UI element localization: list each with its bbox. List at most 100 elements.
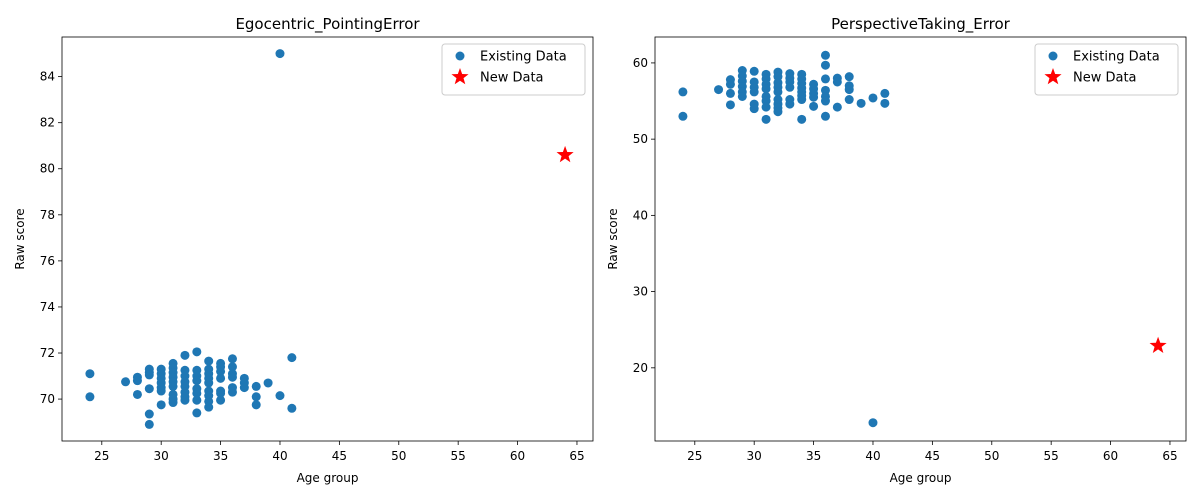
data-point	[275, 391, 285, 401]
data-point	[809, 92, 819, 102]
data-point	[678, 111, 688, 121]
y-tick-label: 78	[40, 208, 55, 222]
data-point	[156, 400, 166, 410]
data-point	[287, 403, 297, 413]
data-point	[144, 409, 154, 419]
data-point	[678, 87, 688, 97]
legend-label: Existing Data	[480, 50, 567, 65]
legend: Existing Data New Data	[441, 43, 586, 96]
data-point	[737, 91, 747, 101]
legend-marker-existing-data	[455, 51, 465, 61]
data-point	[832, 102, 842, 112]
data-point	[156, 386, 166, 396]
data-point	[761, 102, 771, 112]
y-tick-label: 50	[633, 132, 648, 146]
legend-marker-new-data	[1044, 68, 1062, 85]
data-point	[844, 72, 854, 82]
data-point	[725, 100, 735, 110]
data-point	[239, 383, 249, 393]
y-tick-label: 84	[40, 70, 55, 84]
data-point	[216, 395, 226, 405]
x-tick-label: 45	[332, 449, 347, 463]
legend-marker-existing-data	[1048, 51, 1058, 61]
y-tick-label: 20	[633, 361, 648, 375]
y-tick-label: 30	[633, 285, 648, 299]
data-point	[797, 95, 807, 105]
y-tick-label: 60	[633, 56, 648, 70]
data-point	[168, 398, 178, 408]
x-tick-label: 35	[213, 449, 228, 463]
legend-marker-new-data	[451, 68, 469, 85]
data-point	[204, 378, 214, 388]
data-point	[785, 82, 795, 92]
data-point	[180, 350, 190, 360]
x-tick-label: 35	[806, 449, 821, 463]
data-point	[144, 370, 154, 380]
data-point	[749, 104, 759, 114]
data-point	[192, 395, 202, 405]
data-point	[820, 74, 830, 84]
data-point	[180, 395, 190, 405]
data-point	[287, 353, 297, 363]
data-point	[204, 402, 214, 412]
data-point	[749, 66, 759, 76]
data-point	[227, 372, 237, 382]
data-point	[725, 79, 735, 89]
chart-perspective-taking-error: PerspectiveTaking_Error Age group Raw scor…	[606, 15, 1187, 485]
data-point	[773, 107, 783, 117]
y-tick-label: 70	[40, 392, 55, 406]
axes-frame	[654, 36, 1187, 442]
x-tick-label: 30	[747, 449, 762, 463]
x-axis-label: Age group	[297, 471, 359, 485]
x-tick-label: 50	[984, 449, 999, 463]
data-point	[192, 408, 202, 418]
legend-box	[1034, 43, 1179, 96]
data-point	[251, 400, 261, 410]
data-point	[132, 389, 142, 399]
y-tick-label: 82	[40, 116, 55, 130]
data-point	[192, 388, 202, 398]
new-data-point	[556, 145, 574, 163]
data-point	[192, 376, 202, 386]
data-point	[820, 96, 830, 106]
data-point	[761, 84, 771, 94]
chart-egocentric-pointing-error: Egocentric_PointingError Age group Raw sco…	[13, 15, 594, 485]
data-point	[144, 419, 154, 429]
data-point	[216, 373, 226, 383]
data-point	[85, 392, 95, 402]
data-point	[227, 387, 237, 397]
data-point	[275, 49, 285, 59]
chart-title: Egocentric_PointingError	[235, 15, 420, 34]
data-point	[868, 93, 878, 103]
x-tick-label: 60	[510, 449, 525, 463]
data-point	[227, 362, 237, 372]
y-tick-label: 80	[40, 162, 55, 176]
data-point	[749, 87, 759, 97]
x-tick-label: 50	[391, 449, 406, 463]
data-point	[216, 366, 226, 376]
x-tick-label: 60	[1103, 449, 1118, 463]
data-point	[868, 418, 878, 428]
data-point	[216, 388, 226, 398]
data-point	[204, 356, 214, 366]
y-tick-label: 74	[40, 300, 55, 314]
x-tick-label: 25	[687, 449, 702, 463]
x-tick-label: 65	[1162, 449, 1177, 463]
data-point	[85, 369, 95, 379]
data-point	[880, 98, 890, 108]
y-axis-label: Raw score	[606, 208, 620, 269]
x-axis-label: Age group	[890, 471, 952, 485]
legend-label: Existing Data	[1073, 50, 1160, 65]
data-point	[761, 114, 771, 124]
data-point	[844, 85, 854, 95]
x-tick-label: 25	[94, 449, 109, 463]
chart-title: PerspectiveTaking_Error	[831, 15, 1011, 34]
data-point	[820, 111, 830, 121]
data-point	[880, 88, 890, 98]
y-axis-label: Raw score	[13, 208, 27, 269]
data-point	[725, 88, 735, 98]
x-tick-label: 65	[569, 449, 584, 463]
data-point	[144, 384, 154, 394]
data-point	[820, 60, 830, 70]
data-point	[773, 87, 783, 97]
